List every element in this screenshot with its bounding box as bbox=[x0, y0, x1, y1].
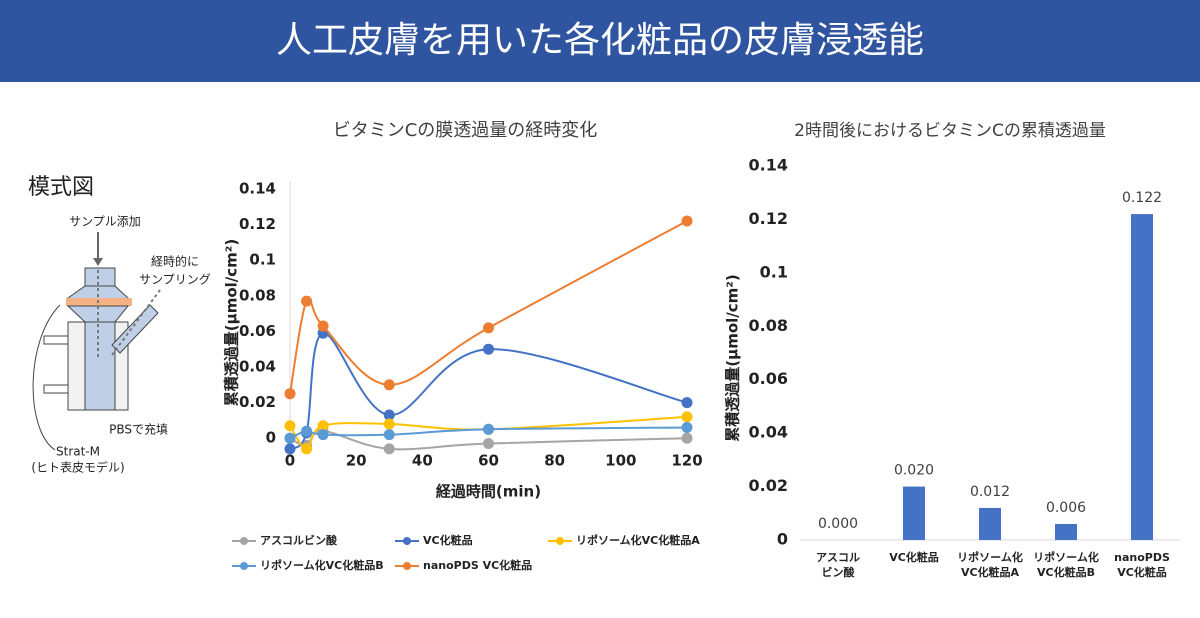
value-label: 0.000 bbox=[818, 516, 858, 532]
x-tick-label: 100 bbox=[605, 452, 636, 470]
cell-fluid bbox=[84, 321, 116, 411]
bar bbox=[903, 486, 925, 540]
header-bar bbox=[0, 0, 1200, 82]
diagram: 模式図 サンプル添加 経時的に サンプリング PBSで充填 Strat-M (ヒ… bbox=[28, 175, 211, 475]
data-point bbox=[383, 443, 395, 455]
diagram-label: Strat-M bbox=[56, 445, 100, 459]
legend-label: nanoPDS VC化粧品 bbox=[423, 558, 532, 572]
value-label: 0.122 bbox=[1122, 190, 1162, 206]
x-tick-label: 80 bbox=[544, 452, 565, 470]
y-tick-label: 0 bbox=[777, 530, 788, 549]
y-axis-label: 累積透過量(μmol/cm²) bbox=[223, 239, 241, 406]
data-point bbox=[483, 438, 494, 450]
x-tick-label: nanoPDS bbox=[1114, 551, 1170, 564]
x-tick-label: リポソーム化 bbox=[1033, 550, 1099, 564]
legend-label: リポソーム化VC化粧品B bbox=[260, 558, 384, 572]
y-axis-label: 累積透過量(μmol/cm²) bbox=[724, 274, 742, 441]
data-point bbox=[383, 418, 395, 430]
data-point bbox=[383, 379, 395, 391]
data-point bbox=[284, 443, 296, 455]
y-tick-label: 0.04 bbox=[239, 358, 276, 376]
legend-marker bbox=[556, 537, 564, 545]
y-tick-label: 0.06 bbox=[749, 369, 788, 388]
data-point bbox=[483, 423, 494, 435]
y-tick-label: 0.1 bbox=[249, 251, 276, 269]
data-point bbox=[483, 343, 494, 355]
data-point bbox=[301, 295, 313, 307]
diagram-label: PBSで充填 bbox=[109, 422, 168, 437]
x-tick-label: 40 bbox=[412, 452, 433, 470]
data-point bbox=[284, 432, 296, 444]
x-tick-label: ビン酸 bbox=[822, 565, 856, 579]
diagram-label: 経時的に bbox=[151, 254, 199, 269]
legend-marker bbox=[403, 537, 411, 545]
y-tick-label: 0.08 bbox=[239, 286, 276, 304]
flow bbox=[111, 289, 161, 356]
y-tick-label: 0.02 bbox=[749, 476, 788, 495]
page-title: 人工皮膚を用いた各化粧品の皮膚浸透能 bbox=[276, 20, 924, 61]
diagram-title: 模式図 bbox=[28, 175, 94, 200]
port bbox=[43, 384, 69, 394]
diagram-label: サンプリング bbox=[139, 273, 211, 287]
donor-top bbox=[84, 267, 116, 287]
data-point bbox=[681, 432, 693, 444]
data-point bbox=[284, 420, 296, 432]
data-point bbox=[681, 215, 693, 227]
x-tick-label: 120 bbox=[671, 452, 702, 470]
y-tick-label: 0.02 bbox=[239, 393, 276, 411]
x-tick-label: VC化粧品 bbox=[889, 550, 939, 564]
data-point bbox=[681, 411, 693, 423]
legend-label: リポソーム化VC化粧品A bbox=[576, 533, 700, 547]
port bbox=[43, 335, 69, 345]
chart-title: ビタミンCの膜透過量の経時変化 bbox=[333, 120, 598, 141]
data-point bbox=[317, 420, 329, 432]
data-point bbox=[317, 429, 329, 441]
y-tick-label: 0.08 bbox=[749, 316, 788, 335]
y-tick-label: 0 bbox=[266, 429, 276, 447]
data-point bbox=[284, 388, 296, 400]
data-point bbox=[383, 409, 395, 421]
data-point bbox=[483, 322, 494, 334]
data-point bbox=[317, 320, 329, 332]
y-tick-label: 0.12 bbox=[239, 215, 276, 233]
y-tick-label: 0.06 bbox=[239, 322, 276, 340]
bar bbox=[1055, 523, 1077, 540]
data-point bbox=[383, 429, 395, 441]
data-point bbox=[301, 425, 313, 437]
x-tick-label: VC化粧品B bbox=[1037, 565, 1095, 579]
x-axis-label: 経過時間(min) bbox=[436, 483, 541, 501]
y-tick-label: 0.04 bbox=[749, 423, 788, 442]
data-point bbox=[301, 443, 313, 455]
legend-marker bbox=[240, 562, 248, 570]
x-tick-label: VC化粧品A bbox=[961, 565, 1020, 579]
y-tick-label: 0.14 bbox=[239, 180, 276, 198]
x-tick-label: 0 bbox=[285, 452, 295, 470]
legend-marker bbox=[403, 562, 411, 570]
y-tick-label: 0.12 bbox=[749, 209, 788, 228]
x-tick-label: 60 bbox=[478, 452, 499, 470]
chart-title: 2時間後におけるビタミンCの累積透過量 bbox=[794, 121, 1106, 141]
legend-label: アスコルビン酸 bbox=[260, 533, 338, 547]
legend-label: VC化粧品 bbox=[423, 533, 473, 547]
diagram-label: (ヒト表皮モデル) bbox=[31, 460, 124, 475]
x-tick-label: アスコル bbox=[816, 551, 860, 564]
y-tick-label: 0.14 bbox=[749, 156, 788, 175]
x-tick-label: リポソーム化 bbox=[957, 550, 1023, 564]
value-label: 0.020 bbox=[894, 463, 934, 479]
value-label: 0.012 bbox=[970, 484, 1010, 500]
bar bbox=[1131, 214, 1153, 541]
data-point bbox=[681, 397, 693, 409]
x-tick-label: 20 bbox=[346, 452, 367, 470]
x-tick-label: VC化粧品 bbox=[1117, 565, 1167, 579]
y-tick-label: 0.1 bbox=[760, 262, 788, 281]
bar bbox=[979, 507, 1001, 540]
data-point bbox=[681, 422, 693, 434]
diagram-label: サンプル添加 bbox=[69, 215, 141, 229]
pointer bbox=[32, 304, 61, 451]
arrow-head bbox=[93, 258, 103, 266]
legend-marker bbox=[240, 537, 248, 545]
value-label: 0.006 bbox=[1046, 500, 1086, 516]
